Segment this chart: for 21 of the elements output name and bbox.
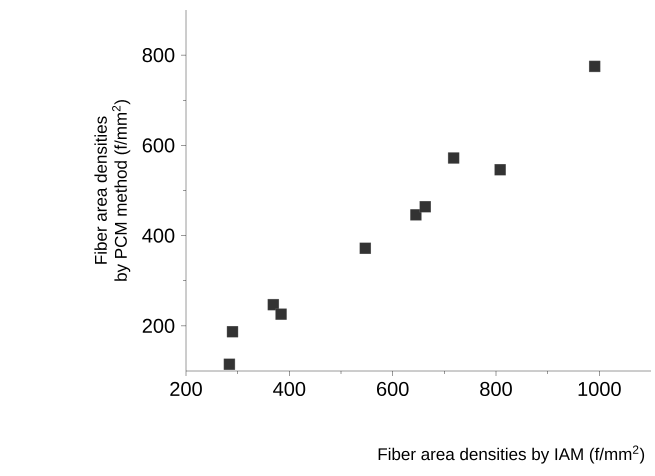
point	[448, 152, 460, 164]
point	[275, 308, 287, 320]
x-tick-label: 1000	[578, 382, 621, 396]
point	[588, 60, 600, 72]
x-tick-label: 400	[273, 382, 306, 396]
point	[420, 201, 431, 212]
point	[268, 298, 280, 310]
point	[360, 242, 371, 254]
point	[410, 209, 422, 221]
y-axis-title: Fiber area densities by PCM method (f/mm$^{2}$)	[94, 100, 130, 281]
y-tick-label: 600	[142, 138, 174, 152]
y-tick-label: 800	[142, 48, 174, 62]
x-tick-label: 200	[170, 382, 202, 396]
x-tick-label: 600	[377, 382, 409, 396]
x-tick-label: 800	[480, 382, 512, 396]
point	[224, 358, 236, 370]
y-tick-label: 200	[142, 318, 174, 333]
y-tick-label: 400	[142, 228, 174, 243]
point	[226, 326, 238, 338]
x-axis-title: Fiber area densities by IAM (f/mm$^{2}$)	[378, 445, 644, 464]
point	[494, 164, 506, 176]
